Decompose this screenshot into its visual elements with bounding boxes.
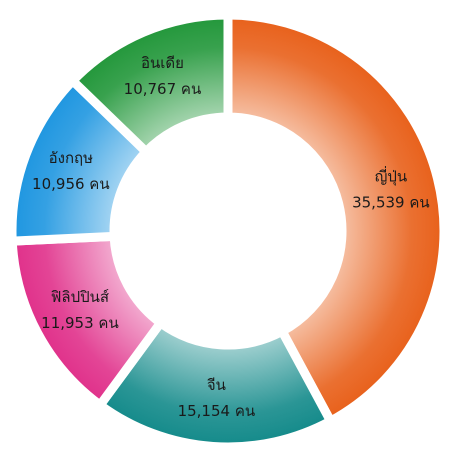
segment-label: ฟิลิปปินส์ — [51, 288, 109, 306]
value-label: 15,154 คน — [178, 402, 256, 420]
value-label: 11,953 คน — [41, 314, 119, 332]
segment-label: อังกฤษ — [49, 149, 93, 167]
value-label: 10,956 คน — [32, 175, 110, 193]
donut-segment — [223, 10, 449, 428]
segment-label: ญี่ปุ่น — [375, 165, 408, 186]
segment-label: จีน — [207, 376, 226, 394]
value-label: 35,539 คน — [352, 193, 430, 211]
donut-segment — [93, 316, 337, 452]
segment-label: อินเดีย — [141, 54, 184, 72]
value-label: 10,767 คน — [124, 80, 202, 98]
donut-segment — [66, 10, 233, 159]
